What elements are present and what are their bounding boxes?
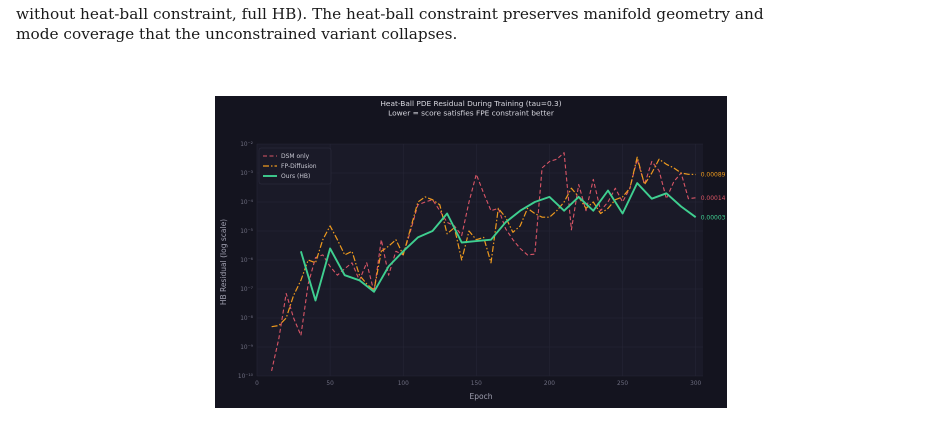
figure-chart: 10⁻¹⁰ 10⁻⁹ 10⁻⁸ 10⁻⁷ 10⁻⁶ 10⁻⁵ 10⁻⁴ 10⁻³ 10⁻² 0 5… (215, 96, 727, 408)
x-tick-label: 0 (255, 381, 259, 387)
x-tick-label: 150 (471, 381, 482, 387)
x-tick-label: 250 (617, 381, 628, 387)
y-tick-label: 10⁻⁵ (240, 228, 253, 235)
x-axis-label: Epoch (470, 392, 493, 401)
x-tick-label: 200 (544, 381, 555, 387)
chart-svg: 10⁻¹⁰ 10⁻⁹ 10⁻⁸ 10⁻⁷ 10⁻⁶ 10⁻⁵ 10⁻⁴ 10⁻³ 10⁻² 0 5… (215, 96, 727, 408)
x-tick-label: 300 (690, 381, 701, 387)
x-tick-label: 100 (398, 381, 409, 387)
y-axis-label: HB Residual (log scale) (219, 219, 228, 305)
y-tick-label: 10⁻¹⁰ (238, 373, 254, 380)
legend-label-dsm-only: DSM only (281, 153, 310, 160)
x-tick-label: 50 (326, 381, 334, 387)
y-tick-label: 10⁻² (240, 141, 253, 148)
y-tick-label: 10⁻³ (240, 170, 253, 177)
series-line-ours-hb (299, 182, 697, 302)
series-line-fp-diffusion (271, 156, 696, 328)
series-lines (271, 152, 697, 372)
end-label-fp-diffusion: 0.00089 (701, 172, 726, 179)
y-tick-label: 10⁻⁶ (240, 257, 253, 264)
paragraph-line-1: without heat-ball constraint, full HB). … (16, 5, 764, 23)
chart-subtitle: Lower = score satisfies FPE constraint b… (388, 109, 555, 118)
end-label-ours-hb: 0.00003 (701, 214, 726, 221)
y-tick-label: 10⁻⁸ (240, 315, 253, 322)
paper-paragraph: without heat-ball constraint, full HB). … (16, 4, 932, 44)
chart-title: Heat-Ball PDE Residual During Training (… (380, 99, 561, 108)
end-label-dsm-only: 0.00014 (701, 195, 726, 202)
y-tick-label: 10⁻⁹ (240, 344, 253, 351)
legend-label-ours-hb: Ours (HB) (281, 173, 310, 180)
end-value-labels: 0.00014 0.00089 0.00003 (701, 172, 726, 222)
legend-box (258, 147, 332, 185)
y-tick-label: 10⁻⁷ (240, 286, 253, 293)
y-tick-label: 10⁻⁴ (240, 199, 253, 206)
x-tick-labels: 0 50 100 150 200 250 300 (255, 381, 701, 387)
paragraph-line-2: mode coverage that the unconstrained var… (16, 25, 458, 43)
legend-label-fp-diffusion: FP-Diffusion (281, 163, 317, 170)
y-tick-labels: 10⁻¹⁰ 10⁻⁹ 10⁻⁸ 10⁻⁷ 10⁻⁶ 10⁻⁵ 10⁻⁴ 10⁻³ 10⁻² (238, 141, 254, 380)
legend: DSM only FP-Diffusion Ours (HB) (258, 147, 332, 185)
